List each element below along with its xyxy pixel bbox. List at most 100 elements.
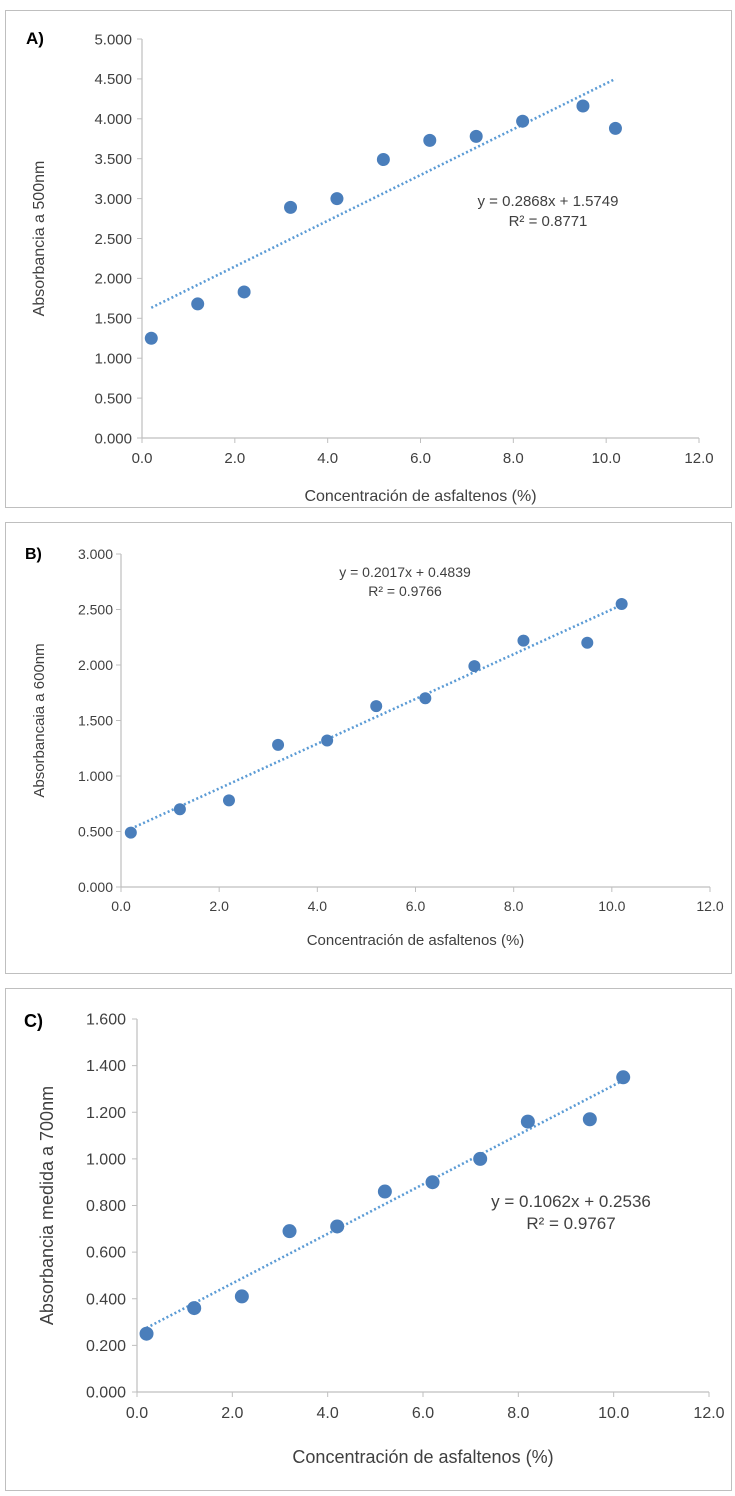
data-point [377,1184,392,1199]
x-tick-label: 12.0 [696,898,723,914]
panel-letter: B) [25,546,42,563]
data-point [222,794,235,807]
y-tick-label: 4.000 [94,111,132,128]
y-tick-label: 0.500 [94,390,132,407]
y-tick-label: 0.800 [86,1198,126,1215]
y-axis-title: Absorbancia medida a 700nm [37,1086,57,1325]
data-point [139,1326,154,1341]
y-tick-label: 1.600 [86,1012,126,1029]
y-tick-label: 1.000 [94,350,132,367]
x-axis-title: Concentración de asfaltenos (%) [292,1447,553,1467]
data-point [284,200,298,214]
y-axis-title: Absorbancia a 500nm [31,161,48,317]
scatter-chart-c: C) 0.000 0.200 0.400 0.600 0.800 1.000 1.200 1.4… [24,1011,725,1467]
y-tick-label: 0.600 [86,1245,126,1262]
x-tick-label: 6.0 [412,1405,434,1422]
y-tick-label: 1.000 [86,1151,126,1168]
chart-panel-b: B) 0.000 0.500 1.000 1.500 2.000 2.500 3.000 0.0… [5,522,732,974]
data-point [321,734,334,747]
y-tick-label: 0.400 [86,1291,126,1308]
x-tick-label: 10.0 [598,1405,629,1422]
y-tick-label: 2.000 [94,271,132,288]
data-point [419,692,432,705]
data-point [124,826,137,839]
x-tick-label: 6.0 [406,898,426,914]
x-axis-title: Concentración de asfaltenos (%) [304,488,536,505]
x-tick-label: 2.0 [224,450,245,467]
x-tick-label: 12.0 [684,450,713,467]
y-tick-label: 2.500 [94,231,132,248]
trendline-equation: y = 0.2868x + 1.5749 [478,193,619,210]
y-tick-label: 0.000 [78,879,113,895]
y-tick-label: 2.500 [78,601,113,617]
y-tick-label: 2.000 [78,657,113,673]
y-tick-label: 1.500 [94,311,132,328]
panel-letter: A) [26,29,44,48]
data-point [187,1301,202,1316]
x-tick-label: 2.0 [221,1405,243,1422]
data-point [469,129,483,143]
trendline [150,77,617,309]
r-squared-label: R² = 0.9767 [526,1214,615,1233]
data-point [516,114,530,128]
x-tick-label: 8.0 [507,1405,529,1422]
y-axis-title: Absorbancaia a 600nm [31,643,48,797]
data-point [581,636,594,649]
data-point [517,634,530,647]
data-point [520,1114,535,1129]
y-tick-label: 1.000 [78,768,113,784]
data-point [144,331,158,345]
data-point [608,121,622,135]
data-point [191,297,205,311]
data-point [173,803,186,816]
data-point [234,1289,249,1304]
data-point [616,1070,631,1085]
trendline-equation: y = 0.2017x + 0.4839 [339,564,471,580]
y-tick-label: 3.000 [94,191,132,208]
x-tick-label: 10.0 [592,450,621,467]
x-tick-label: 4.0 [317,450,338,467]
data-point [237,285,251,299]
data-point [468,660,481,673]
data-point [330,192,344,206]
data-point [282,1224,297,1239]
y-tick-label: 1.500 [78,712,113,728]
y-tick-label: 0.000 [94,430,132,447]
chart-panel-a: A) 0.000 0.500 1.000 1.500 2.000 2.500 3.000 3.5… [5,10,732,508]
trendline [130,603,623,830]
data-point [376,152,390,166]
x-tick-label: 0.0 [132,450,153,467]
y-tick-label: 3.000 [78,546,113,562]
chart-panel-c: C) 0.000 0.200 0.400 0.600 0.800 1.000 1.200 1.4… [5,988,732,1491]
x-tick-label: 0.0 [126,1405,148,1422]
data-point [582,1112,597,1127]
y-tick-label: 0.500 [78,823,113,839]
y-tick-label: 0.000 [86,1385,126,1402]
y-tick-label: 0.200 [86,1338,126,1355]
x-tick-label: 2.0 [209,898,229,914]
y-tick-label: 4.500 [94,71,132,88]
x-tick-label: 4.0 [308,898,328,914]
scatter-chart-a: A) 0.000 0.500 1.000 1.500 2.000 2.500 3.000 3.5… [26,29,714,505]
data-point [423,133,437,147]
y-tick-label: 3.500 [94,151,132,168]
x-tick-label: 12.0 [693,1405,724,1422]
x-tick-label: 4.0 [317,1405,339,1422]
r-squared-label: R² = 0.9766 [368,583,442,599]
r-squared-label: R² = 0.8771 [509,213,588,230]
data-point [272,738,285,751]
y-tick-label: 1.400 [86,1058,126,1075]
scatter-chart-b: B) 0.000 0.500 1.000 1.500 2.000 2.500 3.000 0.0… [25,546,724,949]
data-point [330,1219,345,1234]
panel-letter: C) [24,1011,43,1031]
x-tick-label: 8.0 [503,450,524,467]
data-point [425,1175,440,1190]
x-tick-label: 10.0 [598,898,625,914]
y-tick-label: 5.000 [94,31,132,48]
x-tick-label: 8.0 [504,898,524,914]
data-point [473,1151,488,1166]
y-tick-label: 1.200 [86,1105,126,1122]
x-tick-label: 6.0 [410,450,431,467]
data-point [576,99,590,113]
data-point [615,597,628,610]
